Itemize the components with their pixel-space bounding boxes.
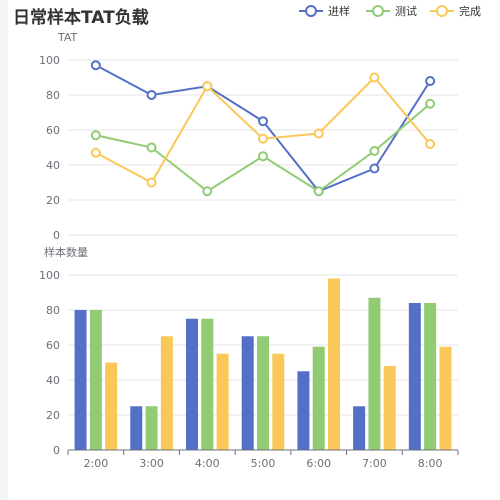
line-chart-y-tick-label: 20 xyxy=(46,194,60,207)
line-point xyxy=(369,72,380,83)
bar-chart-y-tick-label: 40 xyxy=(46,374,60,387)
x-tick-label: 4:00 xyxy=(195,457,220,470)
bar-测试 xyxy=(89,310,102,450)
x-tick-label: 3:00 xyxy=(139,457,164,470)
bar-完成 xyxy=(105,362,118,450)
chart-title: 日常样本TAT负载 xyxy=(13,8,149,28)
line-point xyxy=(146,90,157,100)
bar-测试 xyxy=(201,318,214,450)
line-point xyxy=(369,163,380,174)
x-tick-label: 7:00 xyxy=(362,457,387,470)
line-point xyxy=(313,186,324,197)
legend-marker-icon xyxy=(305,5,317,17)
line-point xyxy=(425,139,436,149)
line-point xyxy=(425,98,436,109)
line-point xyxy=(258,116,268,127)
bar-进样 xyxy=(185,318,198,450)
legend-marker-icon xyxy=(372,5,384,17)
line-point xyxy=(90,130,101,141)
bar-测试 xyxy=(424,303,437,450)
line-chart-y-axis-title: TAT xyxy=(57,31,78,44)
x-tick-label: 8:00 xyxy=(418,457,443,470)
line-point xyxy=(258,151,268,162)
x-tick-label: 5:00 xyxy=(251,457,276,470)
bar-完成 xyxy=(328,278,341,450)
bar-chart-y-tick-label: 80 xyxy=(46,304,60,317)
line-point xyxy=(90,60,101,71)
bar-测试 xyxy=(368,297,381,450)
x-tick-label: 6:00 xyxy=(306,457,331,470)
line-point xyxy=(313,128,324,139)
bar-测试 xyxy=(145,406,158,450)
line-point xyxy=(90,147,101,158)
bar-完成 xyxy=(272,353,285,450)
bar-chart-y-tick-label: 100 xyxy=(39,269,60,282)
line-chart-y-tick-label: 60 xyxy=(46,124,60,137)
bar-测试 xyxy=(257,336,269,450)
legend-label: 进样 xyxy=(328,4,350,18)
bar-进样 xyxy=(408,303,421,450)
line-chart-y-tick-label: 80 xyxy=(46,89,60,102)
bar-完成 xyxy=(439,346,452,450)
line-point xyxy=(202,81,213,92)
legend-marker-icon xyxy=(436,5,448,17)
legend-label: 测试 xyxy=(395,5,417,18)
bar-完成 xyxy=(216,353,229,450)
bar-进样 xyxy=(297,371,310,450)
bar-chart-y-tick-label: 60 xyxy=(46,339,60,352)
line-point xyxy=(146,142,157,153)
bar-chart-y-tick-label: 20 xyxy=(46,409,60,422)
bar-完成 xyxy=(383,366,396,450)
bar-进样 xyxy=(74,310,87,450)
line-point xyxy=(202,186,213,197)
line-point xyxy=(425,76,436,86)
x-tick-label: 2:00 xyxy=(84,457,109,470)
line-point xyxy=(146,177,157,188)
line-chart-y-tick-label: 100 xyxy=(39,54,60,67)
line-point xyxy=(258,133,268,144)
bar-进样 xyxy=(241,336,254,450)
bar-chart-y-tick-label: 0 xyxy=(53,444,60,457)
bar-完成 xyxy=(160,336,173,450)
legend-label: 完成 xyxy=(459,4,481,18)
line-point xyxy=(369,146,380,156)
bar-进样 xyxy=(130,406,143,450)
bar-测试 xyxy=(312,346,325,450)
line-chart-y-tick-label: 40 xyxy=(46,159,60,172)
bar-进样 xyxy=(353,406,366,450)
line-chart-y-tick-label: 0 xyxy=(53,229,60,242)
bar-chart-y-axis-title: 样本数量 xyxy=(44,245,88,259)
